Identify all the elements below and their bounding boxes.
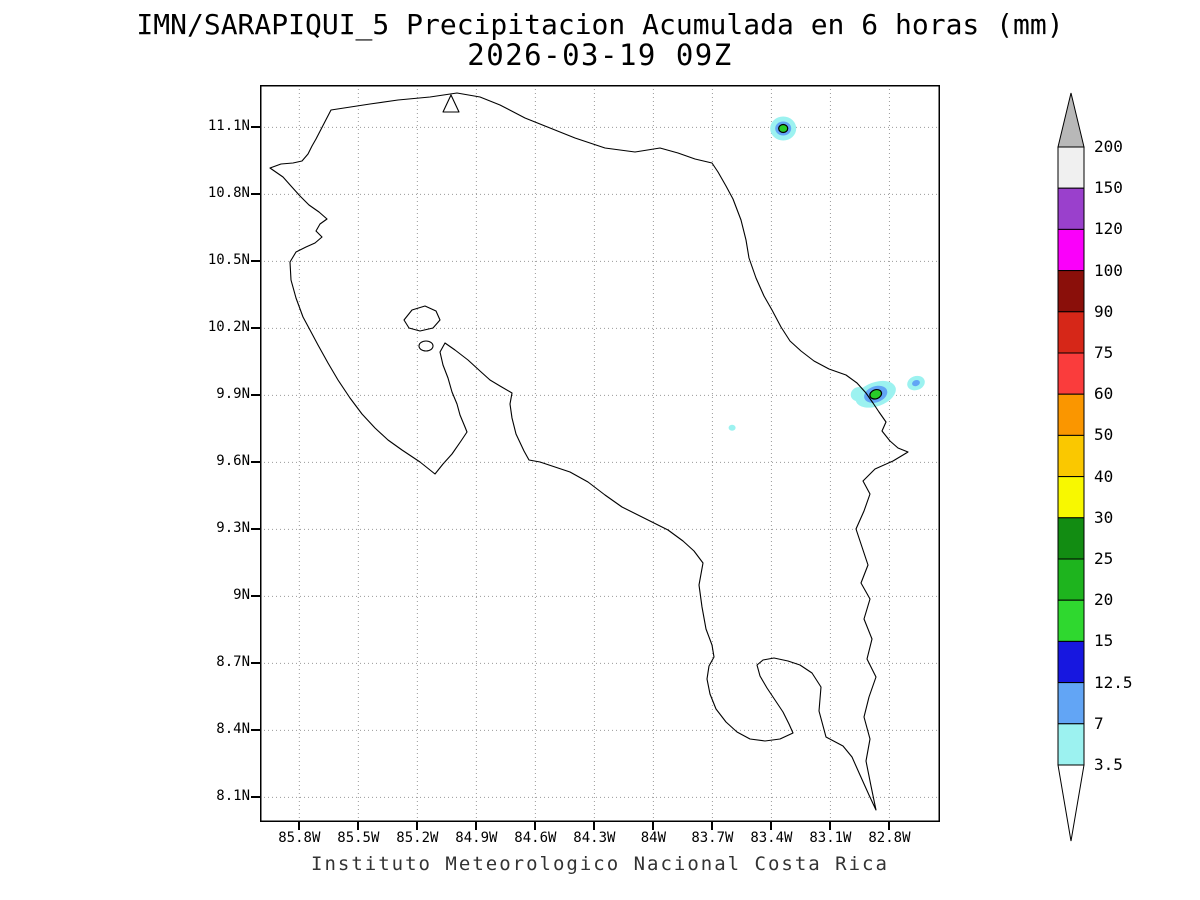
precip-cell bbox=[850, 380, 896, 408]
precip-contour bbox=[728, 424, 736, 431]
y-axis-label: 8.4N bbox=[216, 721, 250, 738]
colorbar-cell bbox=[1057, 599, 1085, 642]
colorbar-cell bbox=[1057, 270, 1085, 313]
y-axis-tick bbox=[251, 461, 260, 463]
precip-cell bbox=[907, 375, 925, 391]
precip-cell bbox=[728, 424, 736, 431]
colorbar bbox=[1057, 92, 1085, 842]
y-axis-tick bbox=[251, 327, 260, 329]
y-axis-label: 10.8N bbox=[207, 185, 250, 202]
x-axis-label: 83.1W bbox=[809, 830, 852, 846]
x-axis-label: 84.9W bbox=[455, 830, 498, 846]
y-axis-label: 8.1N bbox=[216, 788, 250, 805]
colorbar-cell bbox=[1057, 640, 1085, 684]
precip-contour bbox=[778, 123, 789, 134]
x-axis-label: 85.5W bbox=[337, 830, 380, 846]
y-axis-label: 11.1N bbox=[207, 118, 250, 135]
colorbar-cell bbox=[1057, 434, 1085, 478]
y-axis-label: 8.7N bbox=[216, 654, 250, 671]
map-frame bbox=[260, 85, 940, 822]
precipitation-cells bbox=[728, 116, 925, 431]
precip-contour bbox=[869, 388, 883, 400]
x-axis-label: 84.6W bbox=[514, 830, 557, 846]
y-axis-tick bbox=[251, 126, 260, 128]
colorbar-cell bbox=[1057, 723, 1085, 766]
x-axis-label: 83.7W bbox=[691, 830, 734, 846]
x-axis-label: 85.2W bbox=[396, 830, 439, 846]
colorbar-under-arrow bbox=[1057, 764, 1085, 842]
footer-credit: Instituto Meteorologico Nacional Costa R… bbox=[311, 853, 889, 875]
y-axis-label: 10.5N bbox=[207, 252, 250, 269]
x-axis-tick bbox=[593, 822, 595, 830]
colorbar-cell bbox=[1057, 352, 1085, 395]
precip-contour bbox=[850, 387, 867, 402]
colorbar-cell bbox=[1057, 146, 1085, 189]
y-axis-tick bbox=[251, 595, 260, 597]
x-axis-label: 84W bbox=[640, 830, 667, 846]
y-axis-tick bbox=[251, 796, 260, 798]
colorbar-cell bbox=[1057, 682, 1085, 725]
x-axis-tick bbox=[534, 822, 536, 830]
y-axis-label: 9N bbox=[233, 587, 250, 604]
costa-rica-outline bbox=[269, 92, 909, 811]
y-axis-tick bbox=[251, 528, 260, 530]
lake-island-outline bbox=[442, 94, 460, 113]
y-axis-tick bbox=[251, 662, 260, 664]
small-island-outline bbox=[418, 340, 434, 352]
x-axis-tick bbox=[829, 822, 831, 830]
x-axis-label: 83.4W bbox=[750, 830, 793, 846]
chart-title: IMN/SARAPIQUI_5 Precipitacion Acumulada … bbox=[136, 8, 1064, 41]
costa-rica-map bbox=[260, 85, 940, 822]
colorbar-cell bbox=[1057, 517, 1085, 560]
precip-cell bbox=[770, 116, 797, 141]
y-axis-label: 9.9N bbox=[216, 386, 250, 403]
x-axis-label: 85.8W bbox=[278, 830, 321, 846]
colorbar-cell bbox=[1057, 187, 1085, 230]
y-axis-label: 9.6N bbox=[216, 453, 250, 470]
y-axis-tick bbox=[251, 260, 260, 262]
colorbar-over-arrow bbox=[1057, 92, 1085, 148]
y-axis-label: 9.3N bbox=[216, 520, 250, 537]
x-axis-tick bbox=[652, 822, 654, 830]
precip-contour bbox=[912, 379, 920, 387]
x-axis-tick bbox=[770, 822, 772, 830]
x-axis-label: 84.3W bbox=[573, 830, 616, 846]
colorbar-cell bbox=[1057, 476, 1085, 519]
x-axis-tick bbox=[416, 822, 418, 830]
x-axis-tick bbox=[357, 822, 359, 830]
colorbar-cell bbox=[1057, 558, 1085, 601]
x-axis-tick bbox=[475, 822, 477, 830]
chart-subtitle: 2026-03-19 09Z bbox=[467, 38, 733, 72]
y-axis-tick bbox=[251, 193, 260, 195]
x-axis-label: 82.8W bbox=[868, 830, 911, 846]
chira-island-outline bbox=[403, 305, 441, 332]
y-axis-tick bbox=[251, 729, 260, 731]
colorbar-cell bbox=[1057, 311, 1085, 354]
x-axis-tick bbox=[888, 822, 890, 830]
y-axis-label: 10.2N bbox=[207, 319, 250, 336]
coastline-outline bbox=[269, 92, 909, 811]
x-axis-tick bbox=[298, 822, 300, 830]
x-axis-tick bbox=[711, 822, 713, 830]
colorbar-cell bbox=[1057, 393, 1085, 436]
colorbar-cell bbox=[1057, 228, 1085, 272]
y-axis-tick bbox=[251, 394, 260, 396]
gridlines bbox=[260, 85, 940, 822]
